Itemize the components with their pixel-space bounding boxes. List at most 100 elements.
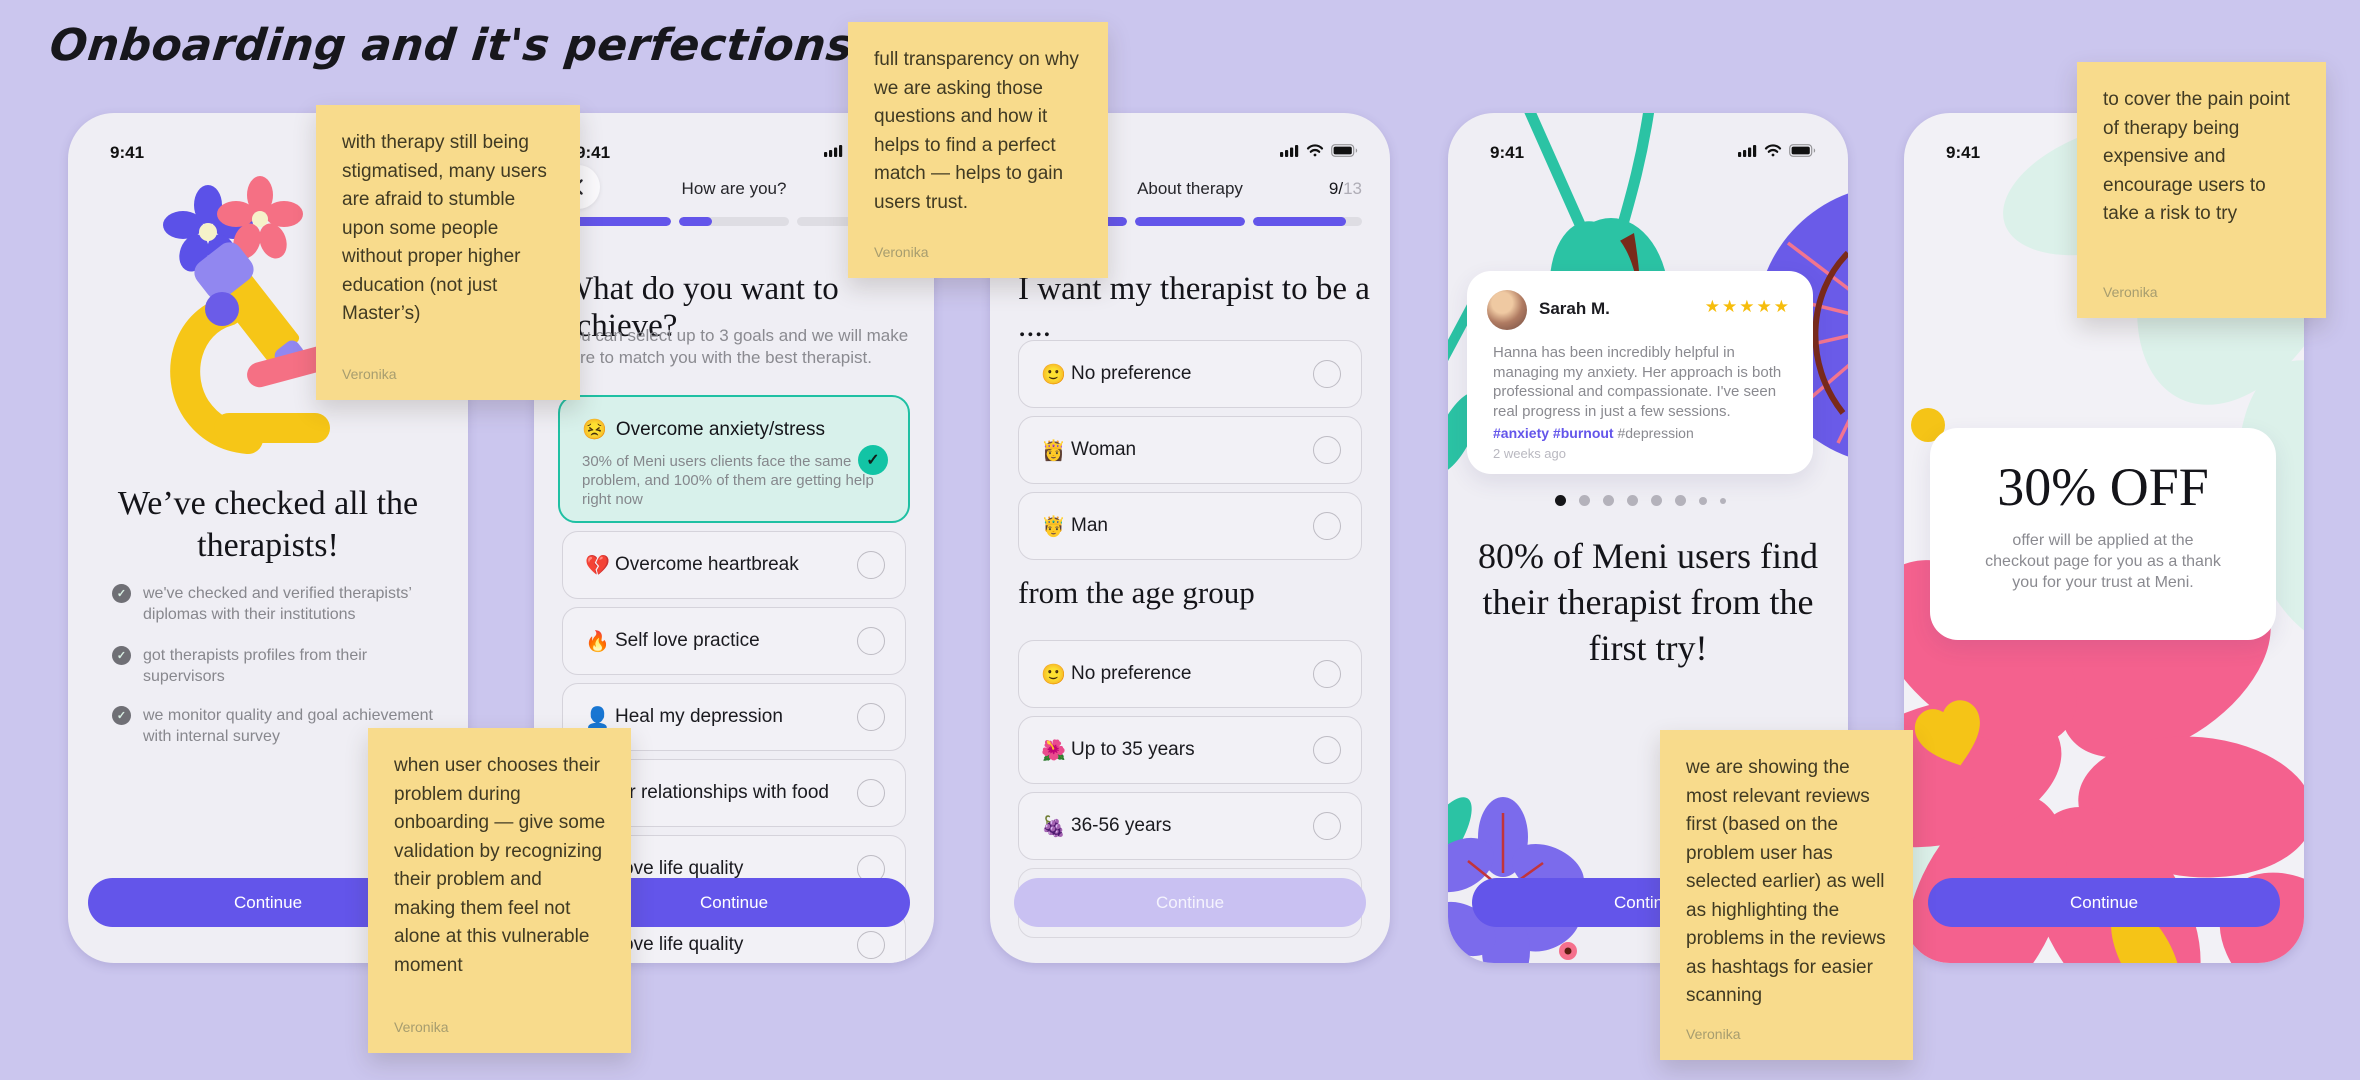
review-hashtags: #anxiety #burnout #depression — [1493, 425, 1694, 441]
checklist-text: got therapists profiles from their super… — [143, 647, 368, 685]
sticky-text: when user chooses their problem during o… — [394, 755, 606, 976]
checklist-item: we've checked and verified therapists’ d… — [112, 583, 444, 625]
nav-title: About therapy — [1137, 179, 1243, 198]
headline: 80% of Meni users find their therapist f… — [1478, 536, 1818, 668]
battery-icon — [1331, 144, 1358, 162]
radio-button[interactable] — [1313, 812, 1341, 840]
sticky-author: Veronika — [874, 244, 929, 260]
pagination-dot[interactable] — [1650, 495, 1662, 506]
option-overcome-heartbreak[interactable]: 💔 Overcome heartbreak — [562, 531, 906, 599]
review-card[interactable]: Sarah M. ★★★★★ Hanna has been incredibly… — [1467, 271, 1813, 474]
checklist-item: got therapists profiles from their super… — [112, 645, 444, 687]
radio-button[interactable] — [1313, 360, 1341, 388]
pink-flower — [1904, 491, 2304, 963]
radio-button[interactable] — [1313, 660, 1341, 688]
option-label: Self love practice — [615, 630, 760, 651]
pagination-dot[interactable] — [1626, 495, 1638, 506]
pagination-dot[interactable] — [1719, 497, 1726, 504]
radio-button[interactable] — [857, 931, 885, 959]
sticky-author: Veronika — [342, 366, 397, 382]
battery-icon — [1789, 144, 1816, 162]
headline-age: from the age group — [1018, 575, 1255, 610]
radio-button[interactable] — [1313, 436, 1341, 464]
sticky-author: Veronika — [1686, 1026, 1741, 1042]
sticky-note-validation[interactable]: when user chooses their problem during o… — [368, 728, 631, 1053]
pagination-dot[interactable] — [1698, 496, 1707, 505]
pagination-dot[interactable] — [1674, 495, 1686, 506]
option-label: Overcome anxiety/stress — [615, 418, 825, 440]
wifi-icon — [1306, 144, 1324, 162]
progress-segment — [1252, 217, 1362, 226]
progress-segment — [679, 217, 789, 226]
option-label: 36-56 years — [1071, 815, 1172, 836]
option-self-love[interactable]: 🔥 Self love practice — [562, 607, 906, 675]
broken-heart-icon: 💔 — [585, 554, 610, 577]
checklist-text: we monitor quality and goal achievement … — [143, 707, 433, 745]
avatar — [1487, 290, 1527, 330]
board-title: Onboarding and it's perfections — [47, 20, 856, 71]
offer-card: 30% OFF offer will be applied at the che… — [1930, 428, 2276, 640]
sticky-note-transparency[interactable]: full transparency on why we are asking t… — [848, 22, 1108, 278]
option-gender-no-preference[interactable]: 🙂 No preference — [1018, 340, 1362, 408]
yellow-shapes — [1914, 700, 2181, 963]
option-age-no-preference[interactable]: 🙂 No preference — [1018, 640, 1362, 708]
nav-title: How are you? — [681, 179, 787, 198]
option-label: No preference — [1071, 663, 1192, 684]
carousel-pagination[interactable] — [1448, 495, 1832, 506]
continue-button-disabled[interactable]: Continue — [1014, 878, 1366, 927]
sticky-note-education[interactable]: with therapy still being stigmatised, ma… — [316, 105, 580, 400]
sticky-text: to cover the pain point of therapy being… — [2103, 89, 2290, 224]
radio-button[interactable] — [1313, 512, 1341, 540]
headline: We’ve checked all the therapists! — [117, 485, 419, 564]
signal-icon — [824, 144, 843, 162]
hibiscus-icon: 🌺 — [1041, 739, 1066, 762]
wifi-icon — [1764, 144, 1782, 162]
smiley-icon: 🙂 — [1041, 663, 1066, 686]
radio-button[interactable] — [857, 703, 885, 731]
pagination-dot[interactable] — [1602, 495, 1614, 506]
option-label: Up to 35 years — [1071, 739, 1195, 760]
sticky-note-reviews[interactable]: we are showing the most relevant reviews… — [1660, 730, 1913, 1060]
signal-icon — [1280, 144, 1299, 162]
sticky-author: Veronika — [394, 1019, 449, 1035]
option-label: Better relationships with food — [585, 782, 829, 803]
radio-button[interactable] — [857, 551, 885, 579]
check-circle-icon — [112, 646, 131, 665]
phone-frame-discount: 9:41 30% OFF offer will be applied at th… — [1904, 113, 2304, 963]
option-age-up-to-35[interactable]: 🌺 Up to 35 years — [1018, 716, 1362, 784]
radio-button[interactable] — [1313, 736, 1341, 764]
grapes-icon: 🍇 — [1041, 815, 1066, 838]
review-text: Hanna has been incredibly helpful in man… — [1493, 344, 1782, 420]
status-time: 9:41 — [576, 143, 611, 162]
check-circle-icon — [112, 706, 131, 725]
option-label: Man — [1071, 515, 1108, 536]
sticky-text: with therapy still being stigmatised, ma… — [342, 132, 547, 324]
option-overcome-anxiety-selected[interactable]: 😣 Overcome anxiety/stress 30% of Meni us… — [558, 395, 910, 523]
offer-text: offer will be applied at the checkout pa… — [1985, 532, 2221, 591]
star-rating: ★★★★★ — [1704, 297, 1791, 316]
anemone-flower — [1448, 797, 1584, 963]
selected-check-icon — [858, 445, 888, 475]
option-gender-woman[interactable]: 👸 Woman — [1018, 416, 1362, 484]
radio-button[interactable] — [857, 779, 885, 807]
radio-button[interactable] — [857, 627, 885, 655]
subtext: You can select up to 3 goals and we will… — [562, 326, 909, 367]
option-description: 30% of Meni users clients face the same … — [582, 453, 874, 508]
status-time: 9:41 — [110, 143, 145, 162]
checklist-item: we monitor quality and goal achievement … — [112, 705, 444, 747]
continue-button[interactable]: Continue — [1928, 878, 2280, 927]
sticky-note-discount[interactable]: to cover the pain point of therapy being… — [2077, 62, 2326, 318]
smiley-icon: 🙂 — [1041, 363, 1066, 386]
progress-segment — [1135, 217, 1245, 226]
option-gender-man[interactable]: 🤴 Man — [1018, 492, 1362, 560]
option-age-36-56[interactable]: 🍇 36-56 years — [1018, 792, 1362, 860]
option-label: Heal my depression — [615, 706, 783, 727]
status-icons — [1280, 144, 1358, 162]
reviewer-name: Sarah M. — [1539, 299, 1610, 318]
fire-icon: 🔥 — [585, 630, 610, 653]
review-date: 2 weeks ago — [1493, 446, 1566, 461]
pagination-dot[interactable] — [1554, 495, 1566, 506]
pagination-dot[interactable] — [1578, 495, 1590, 506]
option-label: Woman — [1071, 439, 1137, 460]
